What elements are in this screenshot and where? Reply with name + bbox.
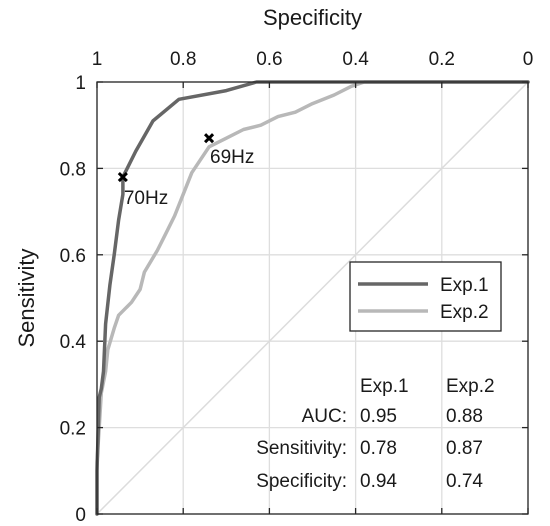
x-tick-label: 1 [92, 49, 103, 70]
stats-value-exp1: 0.95 [360, 406, 397, 427]
stats-value-exp2: 0.74 [446, 471, 483, 492]
stats-header-exp1: Exp.1 [360, 376, 409, 397]
stats-table: Exp.1 Exp.2 AUC: 0.95 0.88 Sensitivity: 0.78 0.… [256, 376, 494, 492]
y-tick-label: 0.6 [60, 246, 86, 267]
y-tick-label: 1 [75, 73, 86, 94]
stats-value-exp1: 0.94 [360, 471, 397, 492]
marker-layer: 70Hz 69Hz [117, 133, 254, 209]
stats-value-exp2: 0.87 [446, 438, 483, 459]
y-axis-title: Sensitivity [14, 248, 39, 347]
x-tick-label: 0.4 [342, 49, 369, 70]
stats-value-exp1: 0.78 [360, 438, 397, 459]
legend-box [349, 261, 502, 332]
marker-x-icon [203, 133, 215, 144]
marker-x-icon [117, 171, 128, 183]
x-tick-label: 0.8 [170, 49, 196, 70]
stats-row-label: Sensitivity: [256, 438, 347, 459]
roc-curve-exp2 [95, 80, 530, 516]
plot-frame [96, 81, 529, 515]
legend-label-exp2: Exp.2 [440, 302, 489, 323]
stats-row-label: Specificity: [256, 471, 347, 492]
legend: Exp.1 Exp.2 [349, 261, 502, 332]
stats-value-exp2: 0.88 [446, 406, 483, 427]
x-axis-title: Specificity [263, 5, 362, 30]
x-tick-label: 0 [523, 49, 534, 70]
stats-header-exp2: Exp.2 [446, 376, 495, 397]
x-tick-label: 0.2 [429, 49, 455, 70]
stats-row-label: AUC: [302, 406, 347, 427]
y-tick-label: 0.2 [60, 419, 86, 440]
marker-label: 70Hz [124, 188, 168, 209]
y-tick-label: 0.4 [60, 332, 87, 353]
x-tick-label: 0.6 [256, 49, 282, 70]
legend-label-exp1: Exp.1 [440, 275, 489, 296]
ticks-layer: 1 0.8 0.6 0.4 0.2 0 0 0.2 0.4 0.6 0.8 1 [60, 49, 534, 526]
reference-diagonal-line [96, 81, 529, 515]
y-tick-label: 0 [75, 505, 86, 526]
marker-label: 69Hz [210, 147, 254, 168]
y-tick-label: 0.8 [60, 159, 86, 180]
